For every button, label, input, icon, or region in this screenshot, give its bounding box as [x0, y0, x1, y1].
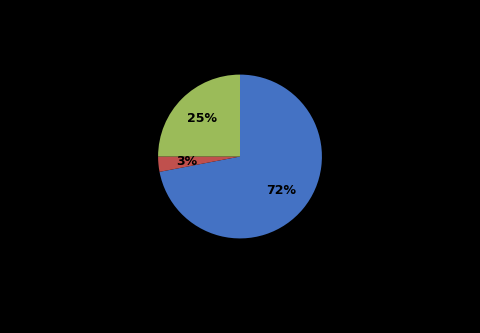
Text: 72%: 72%	[266, 184, 296, 197]
Wedge shape	[158, 157, 240, 172]
Wedge shape	[158, 75, 240, 157]
Wedge shape	[159, 75, 322, 238]
Text: 3%: 3%	[177, 155, 198, 168]
Text: 25%: 25%	[187, 112, 217, 125]
